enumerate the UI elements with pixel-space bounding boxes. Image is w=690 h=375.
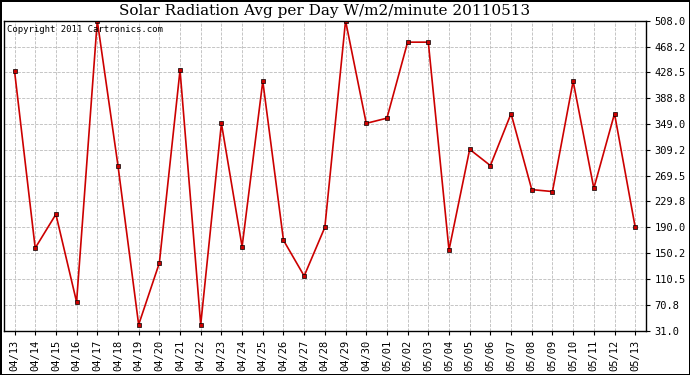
Title: Solar Radiation Avg per Day W/m2/minute 20110513: Solar Radiation Avg per Day W/m2/minute … bbox=[119, 4, 531, 18]
Text: Copyright 2011 Cartronics.com: Copyright 2011 Cartronics.com bbox=[8, 26, 164, 34]
